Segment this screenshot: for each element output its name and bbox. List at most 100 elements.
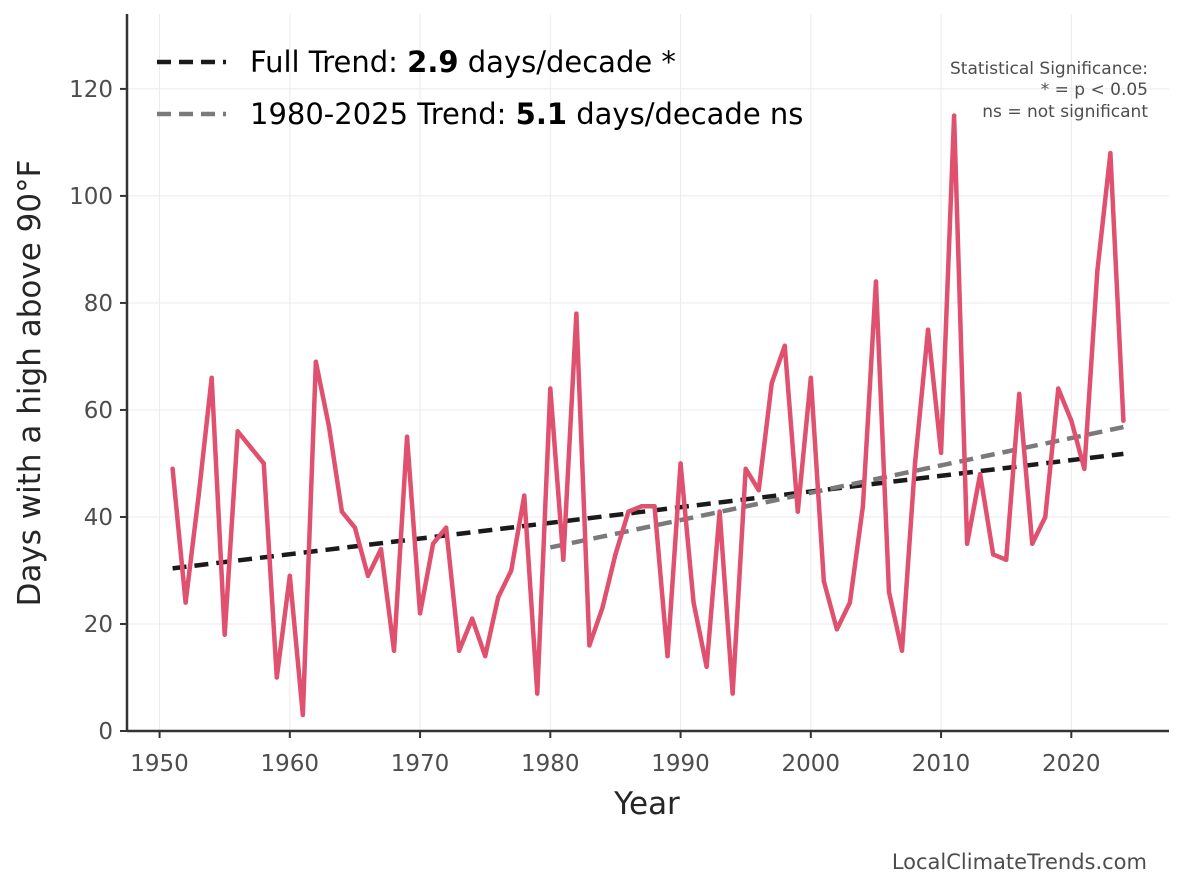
y-tick-label-0: 0 [98, 719, 113, 745]
series-line [170, 113, 1126, 718]
trend-line-1980-2025 [549, 424, 1124, 550]
trend-line-full [172, 451, 1124, 571]
data-point-2016 [1017, 391, 1022, 397]
data-point-2009 [925, 327, 931, 332]
data-point-1981 [561, 557, 566, 562]
significance-ns: ns = not significant [982, 102, 1148, 122]
data-point-2015 [1003, 557, 1009, 562]
legend: Full Trend: 2.9 days/decade * 1980-2025 … [157, 45, 803, 131]
y-tick-label-20: 20 [84, 612, 113, 638]
trend-lines [172, 424, 1124, 571]
data-point-1961 [300, 712, 306, 718]
tick-labels: 0 20 40 60 80 100 120 1950 1960 1970 1980 1990 2000 2… [69, 77, 1100, 777]
data-point-1985 [613, 552, 618, 557]
y-tick-label-120: 120 [69, 77, 113, 103]
data-point-1973 [456, 648, 462, 653]
data-point-2014 [990, 552, 996, 557]
data-point-1992 [704, 664, 709, 669]
data-point-2021 [1082, 466, 1087, 472]
significance-note: Statistical Significance: * = p < 0.05 n… [950, 59, 1148, 122]
x-tick-label-1950: 1950 [130, 751, 189, 777]
data-point-2024 [1121, 418, 1126, 423]
data-point-1984 [600, 605, 605, 611]
data-point-2018 [1043, 514, 1048, 520]
data-point-1960 [287, 573, 293, 579]
data-point-1974 [469, 616, 475, 621]
data-point-2006 [886, 589, 892, 595]
data-point-1990 [678, 461, 683, 466]
data-point-2002 [834, 627, 840, 632]
data-point-1983 [587, 643, 592, 648]
legend-label-full-trend: Full Trend: 2.9 days/decade * [250, 45, 676, 79]
x-tick-label-2010: 2010 [912, 751, 971, 777]
data-point-1959 [274, 675, 279, 680]
x-tick-label-2000: 2000 [782, 751, 841, 777]
data-point-1993 [717, 509, 722, 514]
data-point-1966 [365, 573, 371, 579]
data-point-1991 [691, 600, 696, 605]
data-point-2012 [964, 541, 970, 546]
data-point-2004 [860, 504, 866, 509]
data-point-1997 [769, 381, 774, 386]
data-point-1953 [196, 493, 201, 498]
data-point-1952 [183, 600, 188, 605]
data-point-2005 [873, 279, 879, 284]
data-point-1951 [170, 466, 175, 472]
data-point-1958 [261, 461, 266, 466]
x-tick-label-2020: 2020 [1042, 751, 1101, 777]
data-point-1965 [352, 525, 358, 530]
data-point-1988 [652, 504, 657, 509]
data-point-1996 [756, 488, 761, 493]
x-tick-label-1970: 1970 [391, 751, 450, 777]
data-point-1982 [574, 311, 579, 316]
data-point-2001 [821, 578, 827, 584]
data-point-2020 [1069, 418, 1074, 423]
data-point-2019 [1056, 386, 1061, 391]
data-point-1954 [209, 375, 214, 381]
data-point-1980 [548, 386, 553, 391]
data-point-2007 [899, 648, 905, 653]
data-point-1989 [665, 653, 670, 659]
data-point-1968 [391, 648, 397, 653]
data-point-2013 [977, 471, 983, 477]
data-point-1963 [326, 423, 332, 429]
data-point-2000 [808, 375, 814, 381]
data-point-1967 [378, 546, 384, 552]
data-point-2022 [1095, 268, 1100, 274]
data-point-1971 [430, 541, 436, 546]
data-point-1962 [313, 359, 319, 364]
data-point-1969 [404, 434, 410, 439]
data-point-1970 [417, 611, 423, 616]
data-point-1956 [235, 429, 240, 434]
data-point-1998 [782, 343, 787, 348]
x-tick-label-1960: 1960 [261, 751, 320, 777]
y-tick-label-100: 100 [69, 184, 113, 210]
data-point-1994 [730, 691, 735, 696]
y-tick-label-60: 60 [84, 398, 113, 424]
data-point-1964 [339, 509, 345, 514]
data-point-2003 [847, 600, 853, 605]
data-point-2010 [938, 450, 944, 455]
y-axis-title: Days with a high above 90°F [12, 160, 48, 607]
axes [120, 14, 1169, 738]
data-point-1955 [222, 632, 227, 637]
data-point-1972 [443, 525, 449, 530]
x-tick-label-1980: 1980 [521, 751, 580, 777]
data-point-2023 [1108, 150, 1113, 156]
data-point-1978 [522, 493, 527, 498]
data-point-1986 [626, 509, 631, 514]
data-point-1979 [535, 691, 540, 696]
data-series [170, 113, 1126, 718]
y-tick-label-80: 80 [84, 291, 113, 317]
data-point-1987 [639, 504, 644, 509]
y-tick-label-40: 40 [84, 505, 113, 531]
data-point-1995 [743, 466, 748, 472]
data-point-1977 [509, 568, 514, 573]
data-point-2008 [912, 461, 918, 466]
x-tick-label-1990: 1990 [651, 751, 710, 777]
data-point-1975 [482, 653, 488, 659]
source-caption: LocalClimateTrends.com [892, 850, 1147, 874]
data-point-1957 [248, 445, 253, 450]
data-point-1999 [795, 509, 800, 514]
